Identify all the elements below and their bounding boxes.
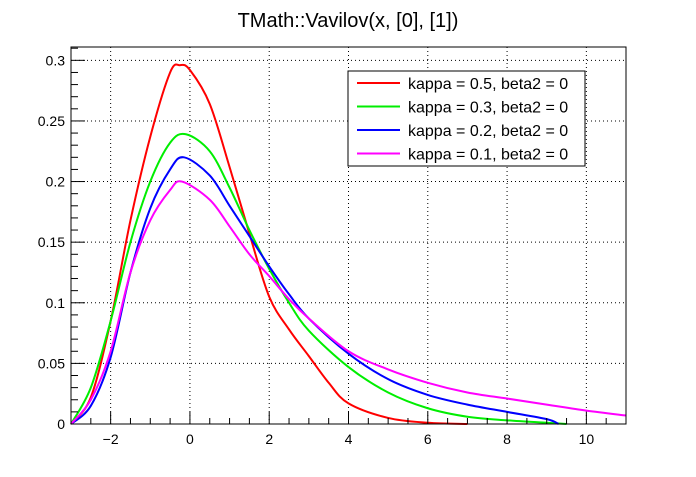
legend-label: kappa = 0.3, beta2 = 0 <box>408 100 568 117</box>
legend: kappa = 0.5, beta2 = 0 kappa = 0.3, beta2… <box>347 70 586 167</box>
x-tick-label: 8 <box>503 431 511 447</box>
series-line <box>70 132 567 425</box>
chart-title: TMath::Vavilov(x, [0], [1]) <box>238 10 459 32</box>
y-tick-label: 0.1 <box>46 295 66 311</box>
y-tick-label: 0.2 <box>46 174 66 190</box>
x-tick-label: 10 <box>579 431 595 447</box>
x-tick-label: 2 <box>265 431 273 447</box>
x-tick-label: −2 <box>103 431 119 447</box>
x-tick-label: 0 <box>186 431 194 447</box>
legend-label: kappa = 0.1, beta2 = 0 <box>408 147 568 164</box>
legend-label: kappa = 0.5, beta2 = 0 <box>408 76 568 93</box>
x-tick-label: 6 <box>424 431 432 447</box>
series-line <box>70 63 468 425</box>
y-tick-label: 0.25 <box>38 113 65 129</box>
legend-label: kappa = 0.2, beta2 = 0 <box>408 123 568 140</box>
legend-box <box>347 70 586 167</box>
y-tick-label: 0 <box>57 416 65 432</box>
y-tick-label: 0.3 <box>46 52 66 68</box>
y-tick-label: 0.15 <box>38 234 65 250</box>
x-tick-label: 4 <box>345 431 353 447</box>
y-tick-label: 0.05 <box>38 355 65 371</box>
series-line <box>70 180 627 425</box>
